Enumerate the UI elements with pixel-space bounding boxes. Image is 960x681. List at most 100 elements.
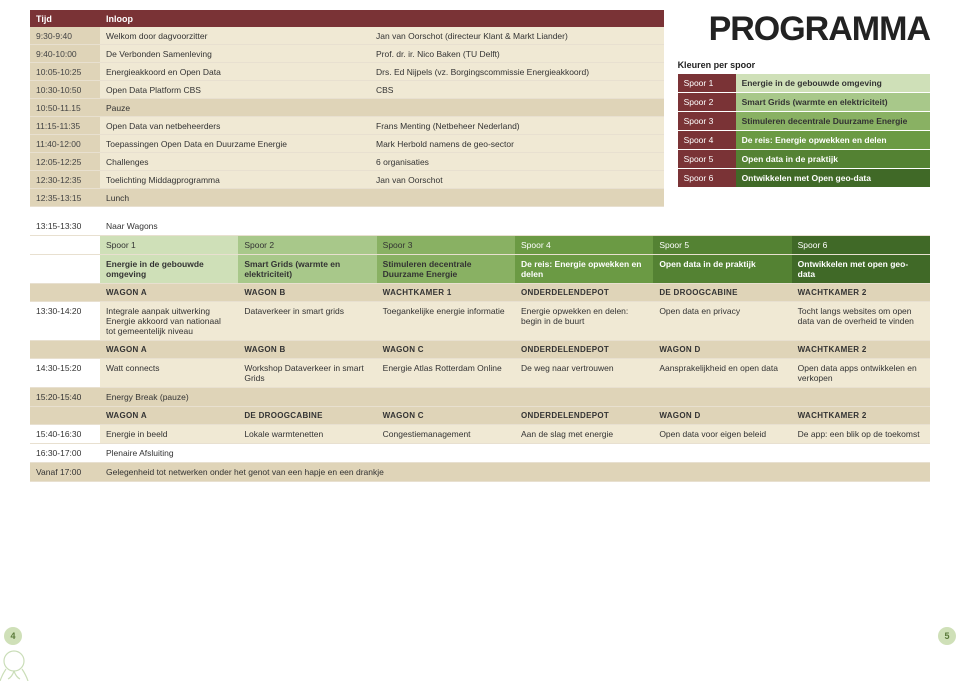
sched-b: Drs. Ed Nijpels (vz. Borgingscommissie E… [370, 63, 664, 81]
slot-cell: Dataverkeer in smart grids [238, 302, 376, 340]
slot-cell: De weg naar vertrouwen [515, 359, 653, 387]
sched-time: 10:30-10:50 [30, 81, 100, 99]
loc-cell: WAGON D [653, 341, 791, 358]
sched-a: Open Data van netbeheerders [100, 117, 370, 135]
legend-label: Spoor 1 [678, 74, 736, 92]
closing-time: 16:30-17:00 [30, 444, 100, 462]
schedule-table: Tijd Inloop 9:30-9:40Welkom door dagvoor… [30, 10, 664, 207]
bulb-icon [0, 641, 40, 681]
sched-b: Frans Menting (Netbeheer Nederland) [370, 117, 664, 135]
sched-full: Pauze [100, 99, 664, 117]
legend-text: Ontwikkelen met Open geo-data [736, 169, 930, 187]
slot-cell: Energie in beeld [100, 425, 238, 443]
loc-cell: WACHTKAMER 2 [792, 407, 930, 424]
sched-a: Toepassingen Open Data en Duurzame Energ… [100, 135, 370, 153]
slot-cell: Energie opwekken en delen: begin in de b… [515, 302, 653, 340]
wagons-time: 13:15-13:30 [30, 217, 100, 235]
loc-cell: ONDERDELENDEPOT [515, 284, 653, 301]
slot-time: 15:40-16:30 [30, 425, 100, 443]
sched-a: Open Data Platform CBS [100, 81, 370, 99]
slot-cell: De app: een blik op de toekomst [792, 425, 930, 443]
loc-cell: WAGON C [377, 407, 515, 424]
sched-time: 11:40-12:00 [30, 135, 100, 153]
legend-text: Open data in de praktijk [736, 150, 930, 168]
slot-cell: Open data apps ontwikkelen en verkopen [792, 359, 930, 387]
slot-cell: Integrale aanpak uitwerking Energie akko… [100, 302, 238, 340]
sched-full: Lunch [100, 189, 664, 207]
slot-cell: Tocht langs websites om open data van de… [792, 302, 930, 340]
track-title: Open data in de praktijk [653, 255, 791, 283]
loc-cell: DE DROOGCABINE [653, 284, 791, 301]
closing-text: Plenaire Afsluiting [100, 444, 930, 462]
slot-time: 13:30-14:20 [30, 302, 100, 340]
sched-b: Jan van Oorschot (directeur Klant & Mark… [370, 27, 664, 45]
track-title: De reis: Energie opwekken en delen [515, 255, 653, 283]
legend-label: Spoor 6 [678, 169, 736, 187]
wagons-text: Naar Wagons [100, 217, 930, 235]
sched-time: 12:05-12:25 [30, 153, 100, 171]
slot-cell: Watt connects [100, 359, 238, 387]
track-hdr: Spoor 2 [238, 236, 376, 254]
network-text: Gelegenheid tot netwerken onder het geno… [100, 463, 930, 481]
sched-time: 10:50-11.15 [30, 99, 100, 117]
sched-a: Welkom door dagvoorzitter [100, 27, 370, 45]
break-time: 15:20-15:40 [30, 388, 100, 406]
track-title: Energie in de gebouwde omgeving [100, 255, 238, 283]
loc-cell: WAGON B [238, 341, 376, 358]
legend-label: Spoor 4 [678, 131, 736, 149]
sched-hdr-time: Tijd [30, 10, 100, 27]
track-title: Stimuleren decentrale Duurzame Energie [377, 255, 515, 283]
network-time: Vanaf 17:00 [30, 463, 100, 481]
legend-title: Kleuren per spoor [678, 60, 930, 70]
loc-cell: WAGON C [377, 341, 515, 358]
sched-time: 9:40-10:00 [30, 45, 100, 63]
sched-a: Toelichting Middagprogramma [100, 171, 370, 189]
slot-cell: Aan de slag met energie [515, 425, 653, 443]
sched-b: Mark Herbold namens de geo-sector [370, 135, 664, 153]
slot-cell: Open data en privacy [653, 302, 791, 340]
track-hdr: Spoor 6 [792, 236, 930, 254]
track-hdr: Spoor 1 [100, 236, 238, 254]
legend: Kleuren per spoor Spoor 1Energie in de g… [678, 60, 930, 188]
loc-cell: WACHTKAMER 2 [792, 341, 930, 358]
loc-cell: WAGON A [100, 341, 238, 358]
slot-time: 14:30-15:20 [30, 359, 100, 387]
slot-cell: Workshop Dataverkeer in smart Grids [238, 359, 376, 387]
sched-time: 9:30-9:40 [30, 27, 100, 45]
legend-label: Spoor 3 [678, 112, 736, 130]
slot-cell: Toegankelijke energie informatie [377, 302, 515, 340]
legend-text: Energie in de gebouwde omgeving [736, 74, 930, 92]
loc-cell: WAGON B [238, 284, 376, 301]
slot-cell: Lokale warmtenetten [238, 425, 376, 443]
sched-a: Challenges [100, 153, 370, 171]
track-hdr: Spoor 3 [377, 236, 515, 254]
slot-cell: Energie Atlas Rotterdam Online [377, 359, 515, 387]
loc-cell: WACHTKAMER 1 [377, 284, 515, 301]
track-hdr: Spoor 4 [515, 236, 653, 254]
sched-time: 10:05-10:25 [30, 63, 100, 81]
break-text: Energy Break (pauze) [100, 388, 930, 406]
track-title: Smart Grids (warmte en elektriciteit) [238, 255, 376, 283]
legend-text: Smart Grids (warmte en elektriciteit) [736, 93, 930, 111]
loc-cell: DE DROOGCABINE [238, 407, 376, 424]
sched-b: CBS [370, 81, 664, 99]
legend-text: De reis: Energie opwekken en delen [736, 131, 930, 149]
page-title: PROGRAMMA [709, 10, 930, 49]
sched-time: 12:35-13:15 [30, 189, 100, 207]
loc-cell: WACHTKAMER 2 [792, 284, 930, 301]
loc-cell: WAGON D [653, 407, 791, 424]
sched-a: Energieakkoord en Open Data [100, 63, 370, 81]
legend-label: Spoor 2 [678, 93, 736, 111]
legend-text: Stimuleren decentrale Duurzame Energie [736, 112, 930, 130]
page-num-right: 5 [938, 627, 956, 645]
legend-label: Spoor 5 [678, 150, 736, 168]
sched-b: Jan van Oorschot [370, 171, 664, 189]
track-title: Ontwikkelen met open geo-data [792, 255, 930, 283]
sched-a: De Verbonden Samenleving [100, 45, 370, 63]
sched-time: 11:15-11:35 [30, 117, 100, 135]
sched-b: Prof. dr. ir. Nico Baken (TU Delft) [370, 45, 664, 63]
loc-cell: ONDERDELENDEPOT [515, 341, 653, 358]
loc-cell: WAGON A [100, 284, 238, 301]
loc-cell: ONDERDELENDEPOT [515, 407, 653, 424]
track-hdr: Spoor 5 [653, 236, 791, 254]
